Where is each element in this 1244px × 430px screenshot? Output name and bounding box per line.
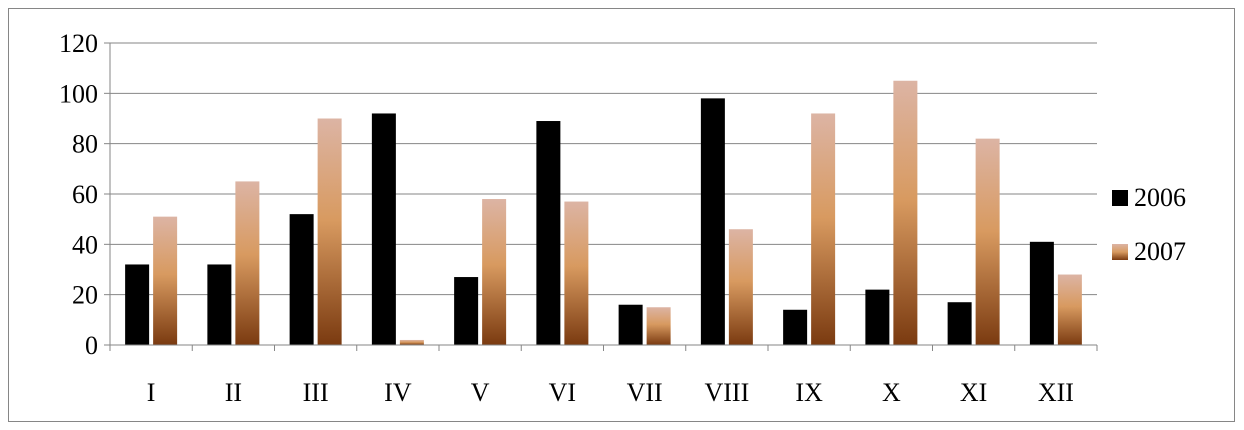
legend-swatch-2007 (1112, 244, 1128, 260)
bar-2007-II (235, 181, 260, 345)
x-tick-label: VIII (704, 378, 749, 407)
bar-2007-IX (811, 113, 836, 345)
legend-label-2006: 2006 (1134, 183, 1186, 212)
bar-2007-VIII (728, 229, 753, 345)
chart-frame (8, 8, 1235, 422)
x-axis-tick-labels: I II III IV V VI VII VIII IX X XI XII (147, 378, 1074, 407)
bar-2007-V (482, 199, 507, 345)
x-tick-label: XI (960, 378, 987, 407)
bar-2007-X (893, 80, 918, 345)
bar-2007-VI (564, 201, 589, 345)
y-tick-label: 60 (72, 180, 98, 209)
legend-label-2007: 2007 (1134, 237, 1186, 266)
x-tick-label: XII (1038, 378, 1074, 407)
x-tick-label: II (225, 378, 242, 407)
y-tick-label: 120 (59, 29, 98, 58)
bar-2006-X (865, 289, 890, 345)
y-tick-label: 100 (59, 79, 98, 108)
x-tick-label: I (147, 378, 156, 407)
y-tick-label: 0 (85, 331, 98, 360)
x-tick-label: IX (795, 378, 823, 407)
bar-2006-XII (1029, 241, 1054, 345)
bar-2006-IV (371, 113, 396, 345)
bar-2006-XI (947, 302, 972, 345)
bar-2006-VII (618, 304, 643, 345)
x-tick-label: III (303, 378, 329, 407)
y-tick-label: 80 (72, 130, 98, 159)
bar-2006-I (125, 264, 150, 345)
x-tick-label: VII (627, 378, 663, 407)
bars (125, 80, 1082, 346)
y-tick-label: 20 (72, 281, 98, 310)
x-tick-label: VI (549, 378, 576, 407)
bar-2007-XI (975, 138, 1000, 345)
x-tick-label: IV (384, 378, 412, 407)
x-tick-label: X (882, 378, 901, 407)
x-tick-label: V (471, 378, 490, 407)
bar-2007-III (317, 118, 342, 345)
legend-item-2007: 2007 (1112, 237, 1186, 266)
bar-2006-II (207, 264, 232, 345)
bar-2006-IX (783, 309, 808, 345)
gridlines (104, 42, 1097, 346)
bar-2007-I (153, 216, 178, 345)
legend-swatch-2006 (1112, 190, 1128, 206)
bar-2006-V (454, 277, 479, 345)
legend-item-2006: 2006 (1112, 183, 1186, 212)
bar-2007-IV (399, 339, 424, 345)
x-axis (109, 344, 1098, 351)
bar-2007-VII (646, 307, 671, 345)
y-tick-label: 40 (72, 230, 98, 259)
bar-2007-XII (1057, 274, 1082, 345)
bar-2006-VI (536, 121, 561, 346)
bar-2006-III (289, 214, 314, 345)
bar-2006-VIII (700, 98, 725, 345)
y-axis-tick-labels: 0 20 40 60 80 100 120 (59, 29, 98, 360)
legend: 2006 2007 (1112, 183, 1186, 292)
